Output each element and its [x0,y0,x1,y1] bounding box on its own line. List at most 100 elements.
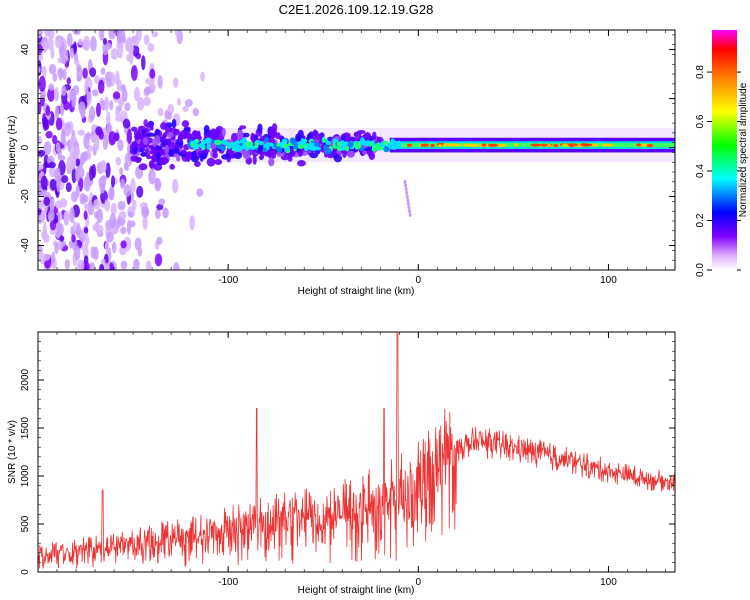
noise-blob [71,234,76,243]
band-hot-blob [396,140,402,147]
band-blob [250,132,255,142]
noise-blob [80,194,89,204]
noise-blob [200,71,205,82]
band-blob [144,123,153,128]
band-blob [181,120,190,128]
noise-blob [94,74,100,85]
spectrogram-y-tick-label: 0 [20,144,31,150]
band-blob [138,163,148,171]
noise-blob [156,203,164,211]
noise-blob [42,221,47,237]
snr-peak-point [255,408,258,410]
noise-blob [83,35,91,52]
noise-blob [154,178,162,192]
band-blob [165,122,174,128]
noise-blob [110,48,119,60]
noise-blob [83,203,89,211]
noise-blob [98,130,104,140]
noise-blob [127,211,134,218]
noise-blob [120,240,127,249]
noise-blob [108,131,117,146]
noise-blob [130,178,136,193]
noise-blob [115,156,122,166]
spectrogram-ticks: -100 0 100 -40 -20 0 20 40 [20,30,675,286]
noise-blob [48,83,55,91]
noise-blob [107,187,115,201]
noise-blob [141,206,150,219]
band-peak-blob [514,143,519,147]
band-hot-blob [373,145,380,151]
noise-blob [116,79,122,92]
colorbar-gradient [712,30,737,270]
band-blob [242,149,251,160]
noise-blob [59,235,65,242]
noise-blob [110,202,117,216]
noise-blob [120,260,128,270]
band-blob [133,145,138,155]
spectrogram-y-tick-label: 20 [20,93,31,105]
noise-blob [51,251,56,265]
band-hot-blob [324,138,329,144]
noise-blob [83,176,91,192]
noise-blob [105,111,111,126]
noise-blob [137,246,143,257]
noise-blob [95,102,101,117]
band-blob [353,132,359,137]
noise-blob [142,214,148,230]
band-blob [194,161,201,167]
noise-blob [60,129,66,145]
band-blob [155,129,160,136]
noise-blob [88,106,96,121]
band-hot-blob [297,144,305,150]
band-blob [209,142,217,150]
noise-blob [149,68,156,79]
band-hot-blob [352,142,358,148]
band-peak-blob [421,143,430,147]
noise-blob [69,207,75,223]
noise-blob [38,135,43,145]
band-blob [161,133,167,143]
snr-y-tick-label: 500 [20,515,31,532]
band-hot-blob [259,140,264,146]
band-hot-blob [245,141,252,148]
noise-blob [55,117,63,131]
spectrogram-y-tick-label: -40 [20,238,31,253]
band-peak-blob [562,143,569,147]
band-hot-blob [307,144,313,150]
noise-blob [126,219,132,235]
band-peak-blob [487,143,499,147]
colorbar-label: Normalized spectral amplitude [738,82,749,217]
band-peak-blob [530,143,542,147]
band-hot-blob [313,142,321,147]
band-blob [171,118,177,129]
band-peak-blob [646,144,654,148]
band-blob [314,133,322,141]
band-hot-blob [264,137,269,143]
band-hot-blob [281,138,288,144]
band-peak-blob [638,143,649,147]
band-hot-blob [388,141,395,146]
noise-blob [52,134,58,145]
spectrogram-x-tick-label: 0 [416,275,422,286]
noise-blob [174,30,180,37]
noise-blob [102,134,109,150]
band-blob [372,131,377,140]
noise-blob [66,33,73,47]
noise-blob [86,91,92,105]
noise-blob [145,260,152,270]
spectrogram-image [38,30,675,270]
band-blob [309,152,319,159]
spectrogram-y-tick-label: 40 [20,44,31,56]
noise-blob [173,262,180,270]
snr-x-tick-label: -100 [218,577,238,588]
noise-blob [123,161,129,171]
noise-blob [61,57,67,65]
noise-blob [84,81,89,95]
noise-blob [192,107,199,117]
band-blob [257,123,263,133]
noise-blob [119,167,124,176]
noise-blob [75,184,80,198]
noise-blob [156,236,163,245]
